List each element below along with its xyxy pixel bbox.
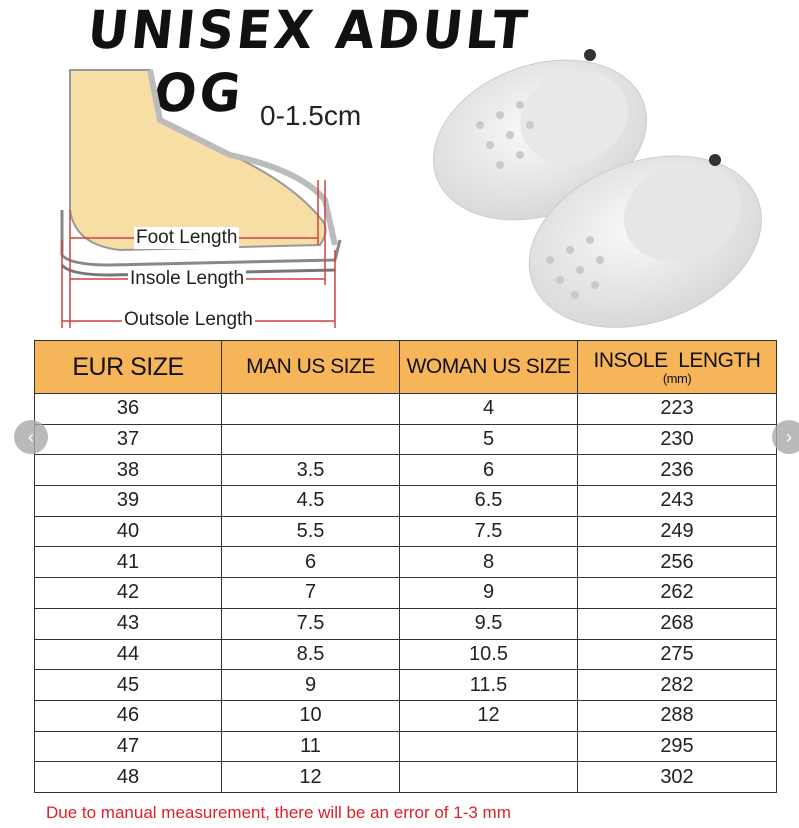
table-row: 41 6 8 256 — [34, 546, 777, 579]
cell-eur-size: 47 — [34, 730, 222, 763]
cell-eur-size: 37 — [34, 423, 222, 456]
cell-woman-us-size: 6 — [399, 454, 578, 487]
cell-eur-size: 39 — [34, 485, 222, 517]
cell-woman-us-size — [399, 730, 578, 763]
table-row: 44 8.5 10.5 275 — [34, 638, 777, 671]
cell-eur-size: 36 — [34, 393, 222, 425]
cell-woman-us-size: 6.5 — [399, 485, 578, 517]
cell-woman-us-size — [399, 761, 578, 793]
cell-woman-us-size: 10.5 — [399, 638, 578, 671]
cell-eur-size: 38 — [34, 454, 222, 487]
cell-insole-length: 302 — [577, 761, 777, 793]
cell-man-us-size: 12 — [221, 761, 400, 793]
cell-woman-us-size: 11.5 — [399, 669, 578, 701]
table-row: 37 5 230 — [34, 423, 777, 456]
cell-insole-length: 236 — [577, 454, 777, 487]
cell-man-us-size: 8.5 — [221, 638, 400, 671]
cell-woman-us-size: 8 — [399, 546, 578, 579]
cell-eur-size: 41 — [34, 546, 222, 579]
cell-man-us-size: 10 — [221, 699, 400, 732]
cell-insole-length: 295 — [577, 730, 777, 763]
cell-eur-size: 43 — [34, 607, 222, 640]
cell-eur-size: 48 — [34, 761, 222, 793]
cell-woman-us-size: 4 — [399, 393, 578, 425]
cell-man-us-size: 3.5 — [221, 454, 400, 487]
cell-man-us-size — [221, 393, 400, 425]
table-row: 39 4.5 6.5 243 — [34, 485, 777, 517]
cell-eur-size: 40 — [34, 515, 222, 548]
cell-insole-length: 282 — [577, 669, 777, 701]
cell-insole-length: 249 — [577, 515, 777, 548]
insole-length-label: Insole Length — [128, 268, 247, 290]
next-image-button[interactable]: › — [772, 420, 799, 454]
table-row: 48 12 302 — [34, 761, 777, 793]
cell-eur-size: 45 — [34, 669, 222, 701]
table-row: 45 9 11.5 282 — [34, 669, 777, 701]
cell-woman-us-size: 9 — [399, 577, 578, 609]
cell-insole-length: 268 — [577, 607, 777, 640]
header-eur-size: EUR SIZE — [34, 340, 222, 394]
cell-eur-size: 46 — [34, 699, 222, 732]
cell-man-us-size: 7.5 — [221, 607, 400, 640]
cell-man-us-size: 9 — [221, 669, 400, 701]
foot-length-label: Foot Length — [134, 227, 240, 249]
cell-woman-us-size: 7.5 — [399, 515, 578, 548]
table-row: 40 5.5 7.5 249 — [34, 515, 777, 548]
size-chart-table: EUR SIZE MAN US SIZE WOMAN US SIZE INSOL… — [34, 340, 777, 793]
table-header-row: EUR SIZE MAN US SIZE WOMAN US SIZE INSOL… — [34, 340, 777, 394]
header-insole-length: INSOLE LENGTH (mm) — [577, 340, 777, 394]
cell-man-us-size: 6 — [221, 546, 400, 579]
table-row: 36 4 223 — [34, 393, 777, 425]
cell-man-us-size: 11 — [221, 730, 400, 763]
cell-insole-length: 256 — [577, 546, 777, 579]
cell-insole-length: 223 — [577, 393, 777, 425]
cell-insole-length: 262 — [577, 577, 777, 609]
cell-man-us-size: 5.5 — [221, 515, 400, 548]
cell-insole-length: 288 — [577, 699, 777, 732]
prev-image-button[interactable]: ‹ — [14, 420, 48, 454]
table-row: 42 7 9 262 — [34, 577, 777, 609]
cell-man-us-size: 7 — [221, 577, 400, 609]
table-row: 38 3.5 6 236 — [34, 454, 777, 487]
table-row: 46 10 12 288 — [34, 699, 777, 732]
outsole-length-label: Outsole Length — [122, 309, 255, 331]
toe-gap-label: 0-1.5cm — [258, 100, 364, 132]
cell-eur-size: 44 — [34, 638, 222, 671]
cell-woman-us-size: 5 — [399, 423, 578, 456]
table-row: 43 7.5 9.5 268 — [34, 607, 777, 640]
cell-man-us-size — [221, 423, 400, 456]
foot-measurement-diagram: 0-1.5cm Foot Length Insole Length Outsol… — [0, 60, 400, 335]
cell-insole-length: 243 — [577, 485, 777, 517]
cell-insole-length: 275 — [577, 638, 777, 671]
foot-illustration — [60, 69, 342, 328]
insole-length-heading: INSOLE LENGTH — [593, 349, 761, 372]
measurement-note: Due to manual measurement, there will be… — [46, 803, 511, 822]
table-row: 47 11 295 — [34, 730, 777, 763]
header-woman-us-size: WOMAN US SIZE — [399, 340, 578, 394]
insole-unit: (mm) — [662, 371, 692, 386]
cell-man-us-size: 4.5 — [221, 485, 400, 517]
clog-product-image — [430, 30, 770, 330]
cell-insole-length: 230 — [577, 423, 777, 456]
cell-eur-size: 42 — [34, 577, 222, 609]
cell-woman-us-size: 12 — [399, 699, 578, 732]
cell-woman-us-size: 9.5 — [399, 607, 578, 640]
header-man-us-size: MAN US SIZE — [221, 340, 400, 394]
